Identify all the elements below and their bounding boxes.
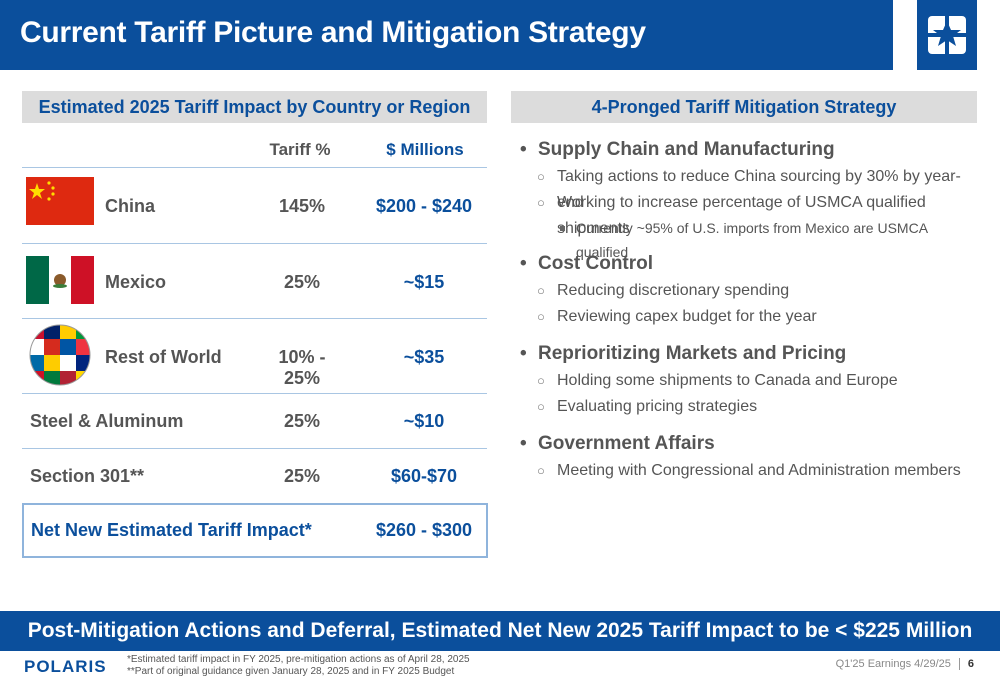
strategy-heading: Supply Chain and Manufacturing	[538, 139, 835, 160]
table-row-mexico: Mexico 25% ~$15	[22, 244, 487, 318]
polaris-logo-text: POLARIS	[24, 657, 107, 676]
table-row-china: China 145% $200 - $240	[22, 168, 487, 243]
strategy-point: Taking actions to reduce China sourcing …	[557, 168, 961, 211]
strategy-point: Reviewing capex budget for the year	[557, 308, 817, 325]
row-tariff: 145%	[278, 196, 326, 216]
circle-bullet-icon: ○	[537, 399, 545, 414]
strategy-heading: Reprioritizing Markets and Pricing	[538, 343, 847, 364]
row-millions: ~$15	[403, 272, 445, 292]
row-divider	[22, 393, 487, 394]
row-label: Mexico	[105, 272, 167, 292]
event-label: Q1'25 Earnings 4/29/25	[835, 658, 951, 670]
strategy-point: Meeting with Congressional and Administr…	[557, 462, 961, 479]
net-impact-label: Net New Estimated Tariff Impact*	[31, 520, 312, 540]
table-row-section-301: Section 301** 25% $60-$70	[22, 449, 487, 503]
row-tariff: 25%	[283, 411, 321, 431]
china-flag-icon	[26, 177, 94, 225]
strategy-point: Working to increase percentage of USMCA …	[557, 194, 926, 237]
page-number: 6	[958, 658, 974, 670]
column-header-tariff: Tariff %	[269, 140, 331, 159]
circle-bullet-icon: ○	[537, 195, 545, 210]
strategy-heading: Cost Control	[538, 253, 654, 274]
mexico-flag-icon	[26, 256, 94, 304]
row-tariff: 25%	[283, 272, 321, 292]
table-row-rest-of-world: Rest of World 10% - 25% ~$35	[22, 319, 487, 393]
circle-bullet-icon: ○	[537, 373, 545, 388]
bullet-icon: •	[520, 139, 527, 160]
footnote-1: *Estimated tariff impact in FY 2025, pre…	[127, 654, 470, 665]
polaris-logo: POLARIS	[24, 657, 107, 676]
square-bullet-icon	[560, 226, 565, 231]
row-divider	[22, 167, 487, 168]
circle-bullet-icon: ○	[537, 283, 545, 298]
row-label: Section 301**	[30, 466, 145, 486]
strategy-item-cost-control: • Cost Control ○ Reducing discretionary sp…	[520, 250, 980, 330]
row-label: Steel & Aluminum	[30, 411, 184, 431]
footnotes: *Estimated tariff impact in FY 2025, pre…	[127, 654, 470, 678]
row-divider	[22, 243, 487, 244]
strategy-item-supply-chain: • Supply Chain and Manufacturing ○ Taking …	[520, 136, 980, 260]
footnote-2: **Part of original guidance given Januar…	[127, 666, 455, 677]
strategy-point: Evaluating pricing strategies	[557, 398, 758, 415]
row-divider	[22, 448, 487, 449]
tariff-impact-header: Estimated 2025 Tariff Impact by Country …	[22, 91, 487, 123]
strategy-item-government-affairs: • Government Affairs ○ Meeting with Congre…	[520, 430, 980, 484]
row-millions: ~$35	[403, 347, 445, 367]
row-millions: $200 - $240	[375, 196, 473, 216]
row-millions: ~$10	[403, 411, 445, 431]
strategy-list: • Supply Chain and Manufacturing ○ Taking …	[520, 136, 980, 484]
polaris-star-logo	[917, 0, 977, 70]
strategy-point: Reducing discretionary spending	[557, 282, 790, 299]
row-millions: $60-$70	[390, 466, 458, 486]
bullet-icon: •	[520, 253, 527, 274]
row-label: China	[105, 196, 156, 216]
title-bar: Current Tariff Picture and Mitigation St…	[0, 0, 893, 70]
column-header-millions: $ Millions	[386, 140, 464, 159]
circle-bullet-icon: ○	[537, 169, 545, 184]
row-divider	[22, 318, 487, 319]
strategy-heading: Government Affairs	[538, 433, 715, 454]
circle-bullet-icon: ○	[537, 463, 545, 478]
footer-meta: Q1'25 Earnings 4/29/25 6	[836, 658, 974, 670]
net-impact-value: $260 - $300	[375, 520, 473, 540]
row-label: Rest of World	[105, 347, 222, 367]
mitigation-strategy-header: 4-Pronged Tariff Mitigation Strategy	[511, 91, 977, 123]
row-tariff: 10% - 25%	[278, 347, 326, 388]
circle-bullet-icon: ○	[537, 309, 545, 324]
star-icon	[928, 16, 966, 54]
bullet-icon: •	[520, 433, 527, 454]
bullet-icon: •	[520, 343, 527, 364]
table-row-steel-aluminum: Steel & Aluminum 25% ~$10	[22, 394, 487, 448]
bottom-banner: Post-Mitigation Actions and Deferral, Es…	[0, 611, 1000, 651]
strategy-point: Holding some shipments to Canada and Eur…	[557, 372, 898, 389]
strategy-item-markets-pricing: • Reprioritizing Markets and Pricing ○ Hol…	[520, 340, 980, 420]
world-flags-globe-icon	[29, 324, 91, 386]
strategy-subpoint: Currently ~95% of U.S. imports from Mexi…	[576, 220, 928, 260]
row-tariff: 25%	[283, 466, 321, 486]
page-title: Current Tariff Picture and Mitigation St…	[20, 16, 646, 49]
net-impact-box: Net New Estimated Tariff Impact* $260 - …	[22, 503, 488, 558]
